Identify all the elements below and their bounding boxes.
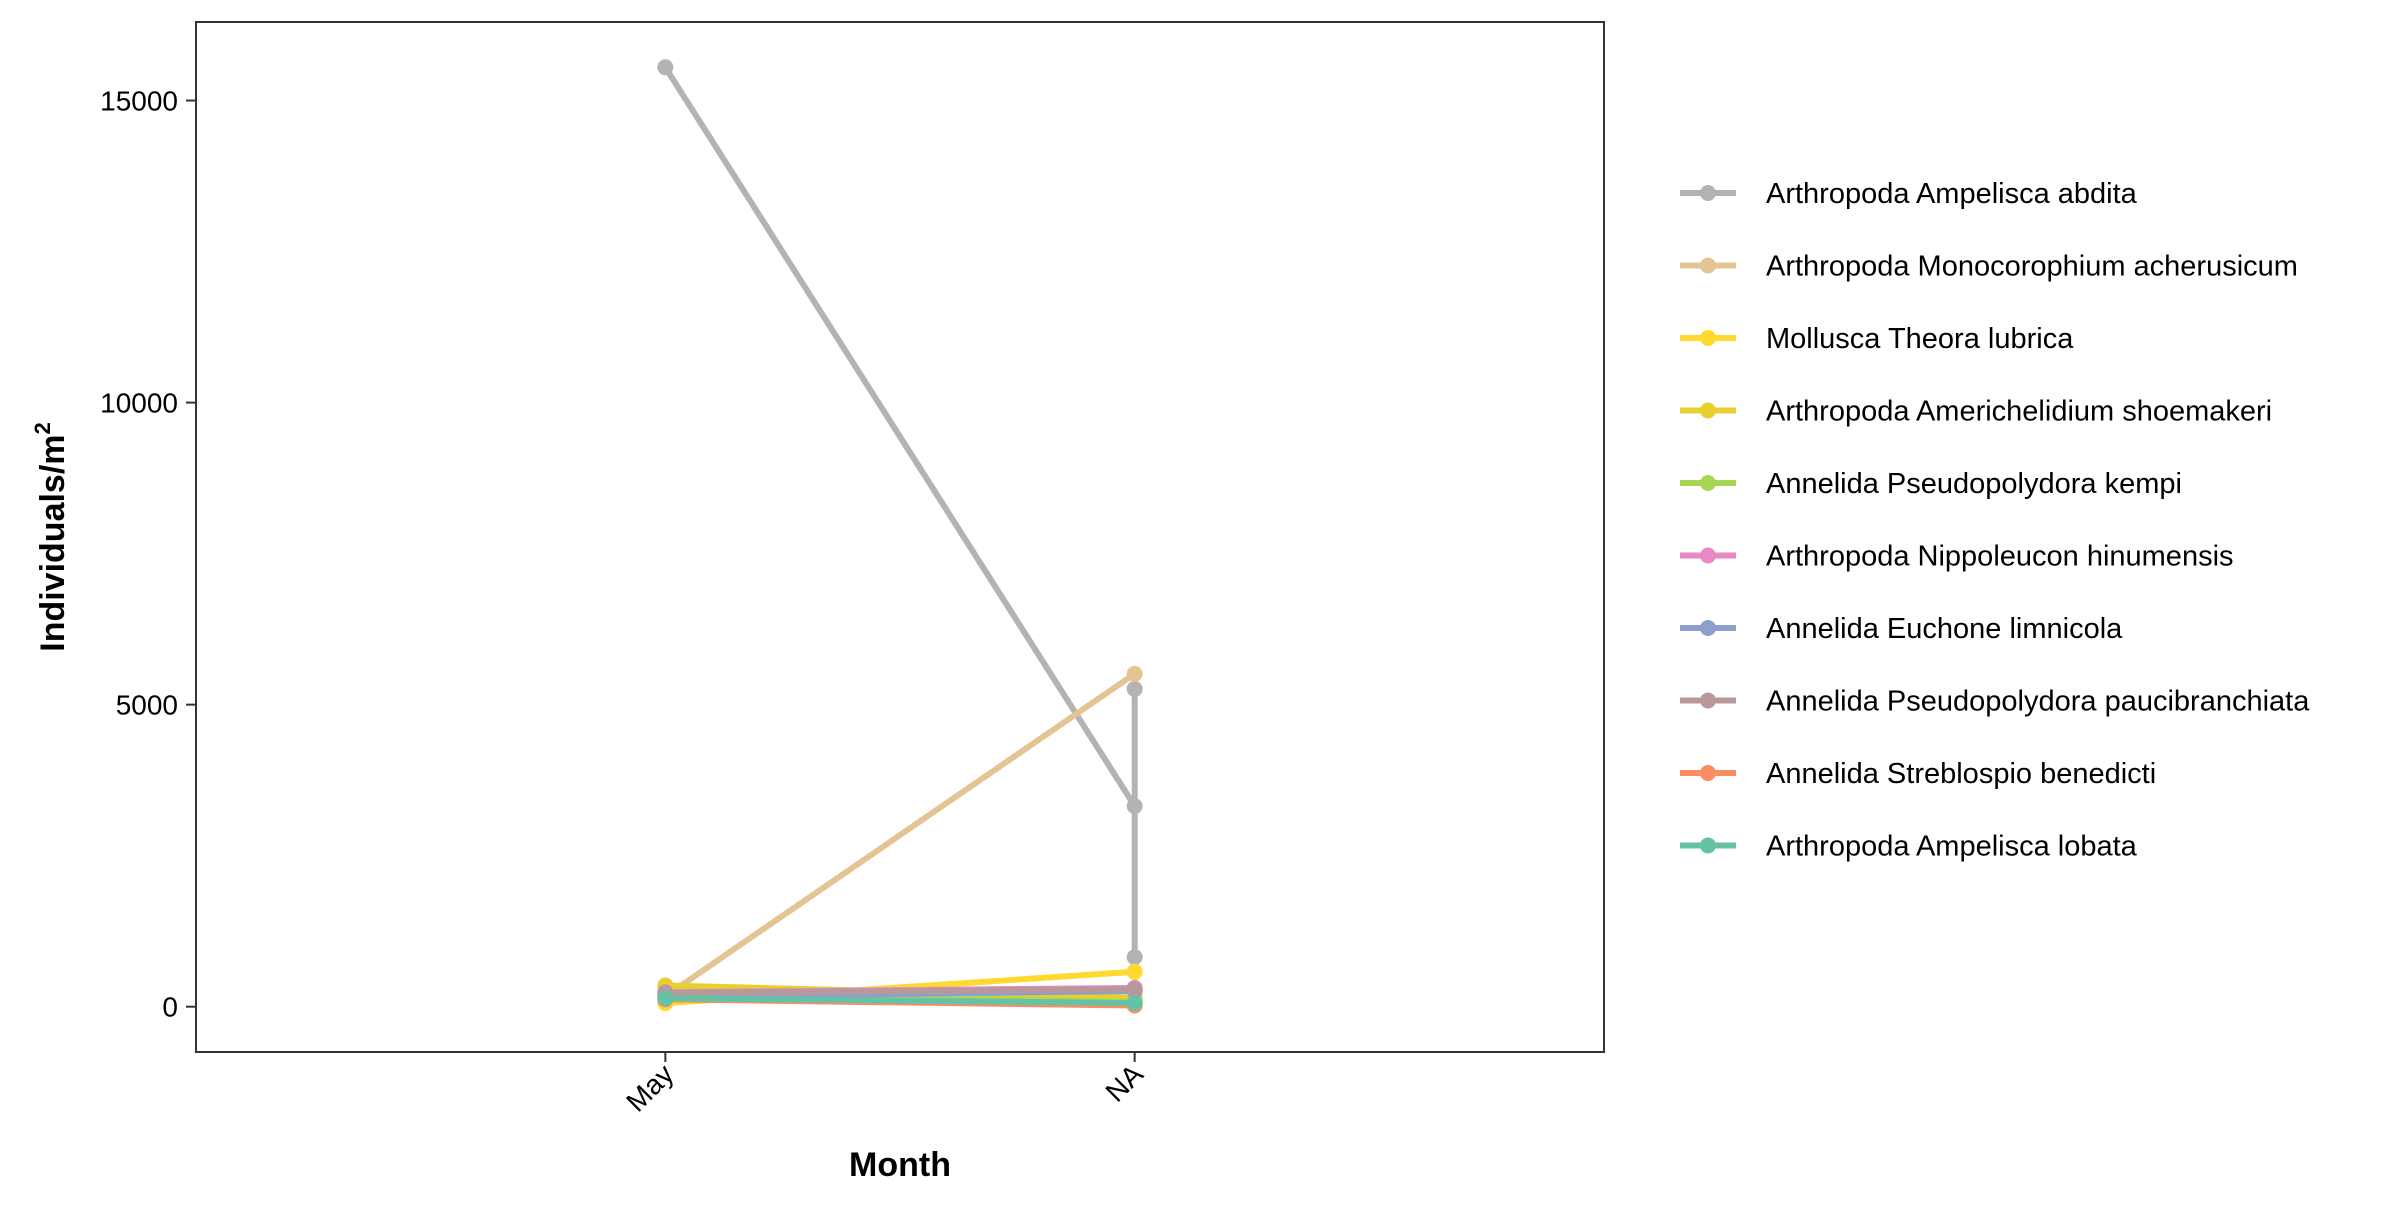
data-point <box>1126 665 1143 682</box>
y-axis-title: Individuals/m2 <box>30 422 72 652</box>
y-tick-label: 5000 <box>116 690 178 721</box>
y-tick-label: 15000 <box>100 86 178 117</box>
series-10 <box>657 990 1143 1012</box>
x-tick-label: NA <box>1099 1058 1149 1108</box>
legend-label: Arthropoda Nippoleucon hinumensis <box>1766 541 2234 573</box>
legend-label: Arthropoda Ampelisca abdita <box>1766 178 2138 210</box>
legend-label: Arthropoda Americhelidium shoemakeri <box>1766 396 2272 428</box>
legend-label: Mollusca Theora lubrica <box>1766 323 2074 355</box>
series-line <box>662 995 1138 1007</box>
legend-item: Arthropoda Ampelisca lobata <box>1680 831 2138 863</box>
legend-item: Annelida Euchone limnicola <box>1680 613 2123 645</box>
legend-label: Arthropoda Monocorophium acherusicum <box>1766 251 2298 283</box>
y-tick-label: 0 <box>162 992 178 1023</box>
legend-item: Arthropoda Ampelisca abdita <box>1680 178 2138 210</box>
data-point <box>1126 949 1143 966</box>
legend-item: Annelida Pseudopolydora paucibranchiata <box>1680 686 2310 718</box>
series-line <box>662 670 1138 1000</box>
x-axis-title: Month <box>849 1146 951 1184</box>
plot-panel <box>195 21 1605 1053</box>
legend-item: Arthropoda Monocorophium acherusicum <box>1680 251 2298 283</box>
data-point <box>1126 981 1143 998</box>
data-point <box>1126 963 1143 980</box>
legend-key-point <box>1700 475 1716 491</box>
legend-label: Annelida Euchone limnicola <box>1766 613 2123 645</box>
legend-key-point <box>1700 257 1716 274</box>
legend-item: Arthropoda Americhelidium shoemakeri <box>1680 396 2272 428</box>
series-1 <box>657 59 1143 966</box>
legend-key-point <box>1700 402 1716 419</box>
legend-key-point <box>1700 620 1716 636</box>
legend-key-point <box>1700 692 1716 709</box>
legend-label: Arthropoda Ampelisca lobata <box>1766 831 2138 863</box>
data-point <box>1126 798 1143 815</box>
data-point <box>657 990 674 1007</box>
legend-item: Annelida Streblospio benedicti <box>1680 758 2156 790</box>
legend-key-point <box>1700 547 1716 564</box>
data-point <box>1126 680 1143 697</box>
series-line <box>662 64 1138 961</box>
legend-label: Annelida Pseudopolydora kempi <box>1766 468 2182 500</box>
legend-item: Arthropoda Nippoleucon hinumensis <box>1680 541 2234 573</box>
legend-item: Mollusca Theora lubrica <box>1680 323 2074 355</box>
y-axis-title-text: Individuals/m <box>34 434 72 651</box>
series-line <box>662 986 1138 996</box>
legend-item: Annelida Pseudopolydora kempi <box>1680 468 2182 500</box>
legend-key-point <box>1700 185 1716 201</box>
y-axis-title-superscript: 2 <box>30 422 55 434</box>
legend-key-point <box>1700 330 1716 346</box>
series-layer <box>657 59 1143 1014</box>
data-point <box>1126 995 1143 1012</box>
legend-label: Annelida Streblospio benedicti <box>1766 758 2156 790</box>
data-point <box>657 59 674 76</box>
legend: Arthropoda Ampelisca abdita Arthropoda Mo… <box>1680 178 2310 863</box>
y-tick-label: 10000 <box>100 388 178 419</box>
legend-label: Annelida Pseudopolydora paucibranchiata <box>1766 686 2310 718</box>
x-tick-label: May <box>620 1058 679 1117</box>
legend-key-point <box>1700 837 1716 854</box>
legend-key-point <box>1700 765 1716 781</box>
